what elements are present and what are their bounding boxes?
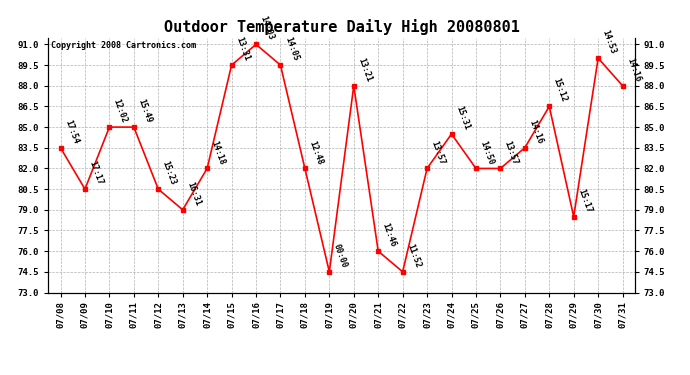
Text: 14:50: 14:50: [478, 139, 495, 166]
Text: 17:17: 17:17: [88, 160, 104, 186]
Text: 14:53: 14:53: [600, 29, 618, 56]
Title: Outdoor Temperature Daily High 20080801: Outdoor Temperature Daily High 20080801: [164, 19, 520, 35]
Text: 17:54: 17:54: [63, 118, 80, 145]
Text: 12:02: 12:02: [112, 98, 129, 124]
Text: Copyright 2008 Cartronics.com: Copyright 2008 Cartronics.com: [51, 41, 196, 50]
Text: 12:48: 12:48: [307, 139, 324, 166]
Text: 14:16: 14:16: [625, 56, 642, 83]
Text: 16:31: 16:31: [185, 180, 202, 207]
Text: 14:03: 14:03: [259, 15, 275, 42]
Text: 15:17: 15:17: [576, 188, 593, 214]
Text: 00:00: 00:00: [332, 243, 348, 269]
Text: 14:18: 14:18: [210, 139, 226, 166]
Text: 13:57: 13:57: [503, 139, 520, 166]
Text: 12:46: 12:46: [381, 222, 397, 248]
Text: 13:57: 13:57: [429, 139, 446, 166]
Text: 11:52: 11:52: [405, 243, 422, 269]
Text: 14:05: 14:05: [283, 36, 300, 62]
Text: 15:12: 15:12: [552, 77, 569, 104]
Text: 13:31: 13:31: [234, 36, 251, 62]
Text: 13:21: 13:21: [356, 56, 373, 83]
Text: 15:49: 15:49: [137, 98, 153, 124]
Text: 15:31: 15:31: [454, 105, 471, 131]
Text: 15:23: 15:23: [161, 160, 178, 186]
Text: 14:16: 14:16: [527, 118, 544, 145]
